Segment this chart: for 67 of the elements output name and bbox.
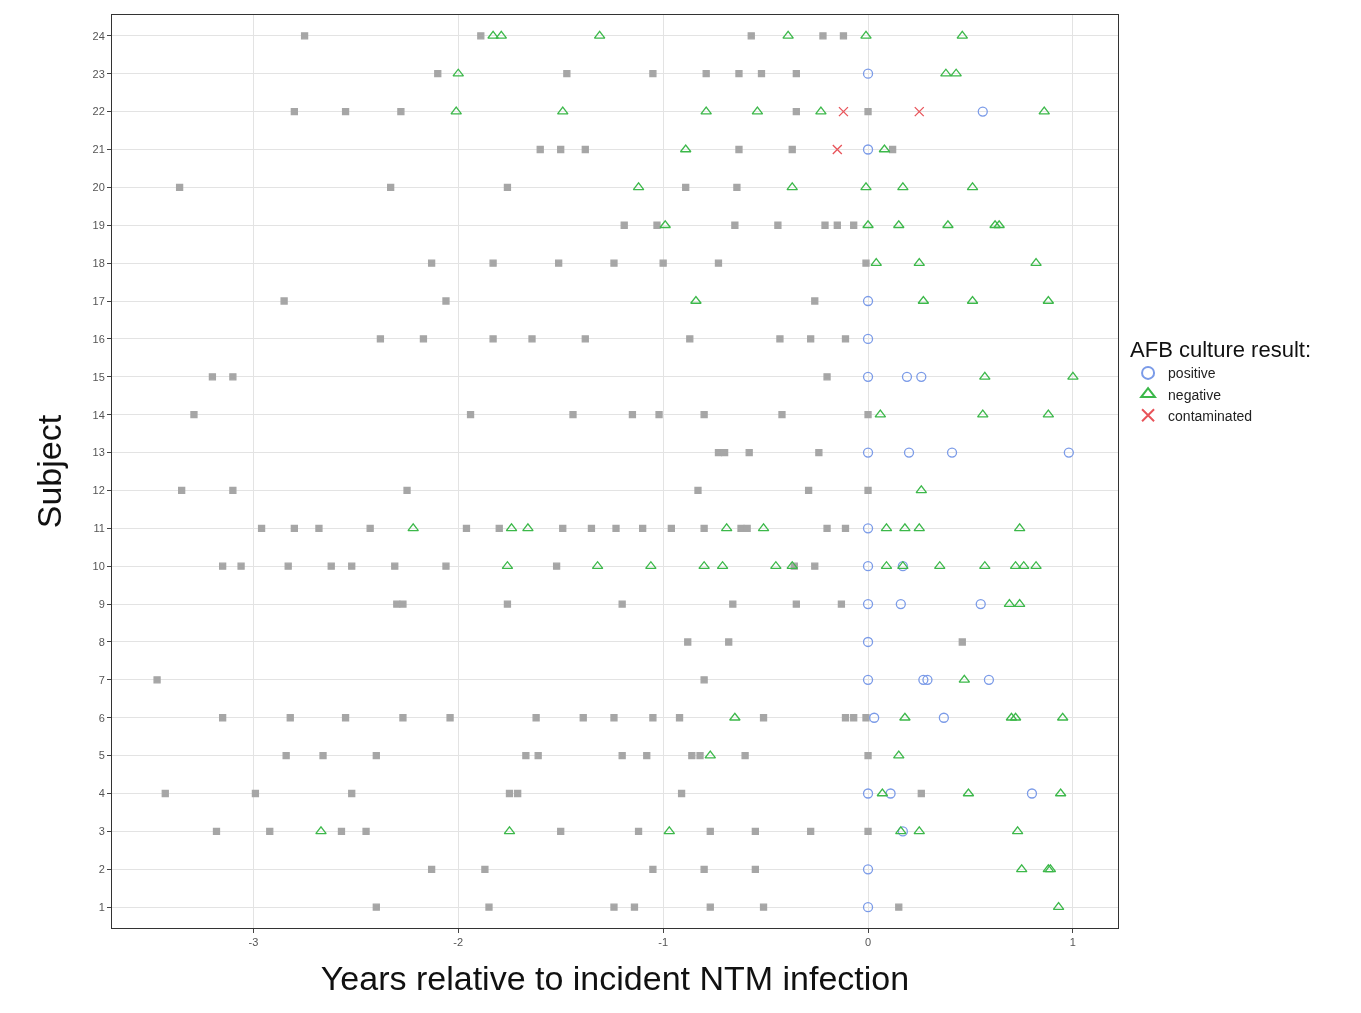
point [895, 598, 906, 610]
point [946, 447, 958, 458]
point [914, 106, 925, 117]
point [862, 561, 874, 572]
point [862, 371, 874, 382]
y-tick-label: 15 [92, 370, 105, 383]
legend-label: contaminated [1168, 407, 1253, 424]
y-tick-label: 7 [98, 673, 105, 686]
y-tick-label: 17 [92, 294, 105, 307]
point [983, 674, 995, 686]
point [862, 864, 874, 875]
x-tick-label: -3 [248, 936, 259, 949]
y-tick-label: 18 [92, 256, 105, 269]
x-axis-title: Years relative to incident NTM infection [320, 958, 910, 997]
point [862, 598, 874, 610]
y-tick-label: 14 [92, 408, 105, 421]
point [862, 636, 874, 648]
y-tick-label: 3 [98, 825, 105, 838]
point [862, 333, 874, 345]
point [832, 144, 843, 155]
point [862, 902, 874, 913]
point [838, 106, 849, 117]
point [862, 295, 874, 307]
y-tick-label: 4 [98, 787, 105, 800]
point [977, 106, 988, 117]
point [903, 447, 915, 458]
point [1063, 447, 1074, 458]
x-tick-label: -1 [658, 936, 669, 949]
point [862, 674, 874, 686]
point [1026, 788, 1038, 799]
point [869, 712, 880, 723]
y-tick-label: 10 [92, 560, 105, 573]
point [862, 68, 874, 79]
x-tick-label: 1 [1069, 936, 1076, 949]
y-tick-label: 9 [98, 597, 105, 610]
y-tick-label: 6 [98, 711, 105, 724]
point [916, 371, 927, 382]
legend-label: positive [1168, 365, 1216, 382]
y-tick-label: 2 [98, 863, 105, 876]
y-tick-label: 13 [92, 446, 105, 459]
y-tick-label: 16 [92, 332, 105, 345]
y-axis-title: Subject [30, 414, 69, 529]
point [862, 788, 874, 799]
y-tick-label: 20 [92, 181, 105, 194]
point [938, 712, 949, 723]
y-tick-label: 8 [98, 635, 105, 648]
point [922, 674, 933, 686]
y-tick-label: 12 [92, 484, 105, 497]
y-tick-label: 23 [92, 67, 105, 80]
x-tick-label: 0 [864, 936, 872, 949]
y-tick-label: 22 [92, 105, 105, 118]
point [885, 788, 896, 799]
x-tick-label: -2 [453, 936, 464, 949]
y-tick-label: 19 [92, 219, 105, 232]
legend-title: AFB culture result: [1130, 337, 1312, 363]
point [862, 144, 874, 155]
point [862, 523, 874, 534]
point [901, 371, 913, 382]
point [918, 674, 929, 686]
y-tick-label: 24 [92, 29, 105, 42]
point [975, 598, 986, 610]
legend-label: negative [1168, 386, 1222, 403]
point [862, 447, 874, 458]
y-tick-label: 5 [98, 749, 105, 762]
y-tick-label: 21 [92, 143, 105, 156]
y-tick-label: 11 [93, 522, 105, 535]
y-tick-label: 1 [98, 901, 105, 914]
